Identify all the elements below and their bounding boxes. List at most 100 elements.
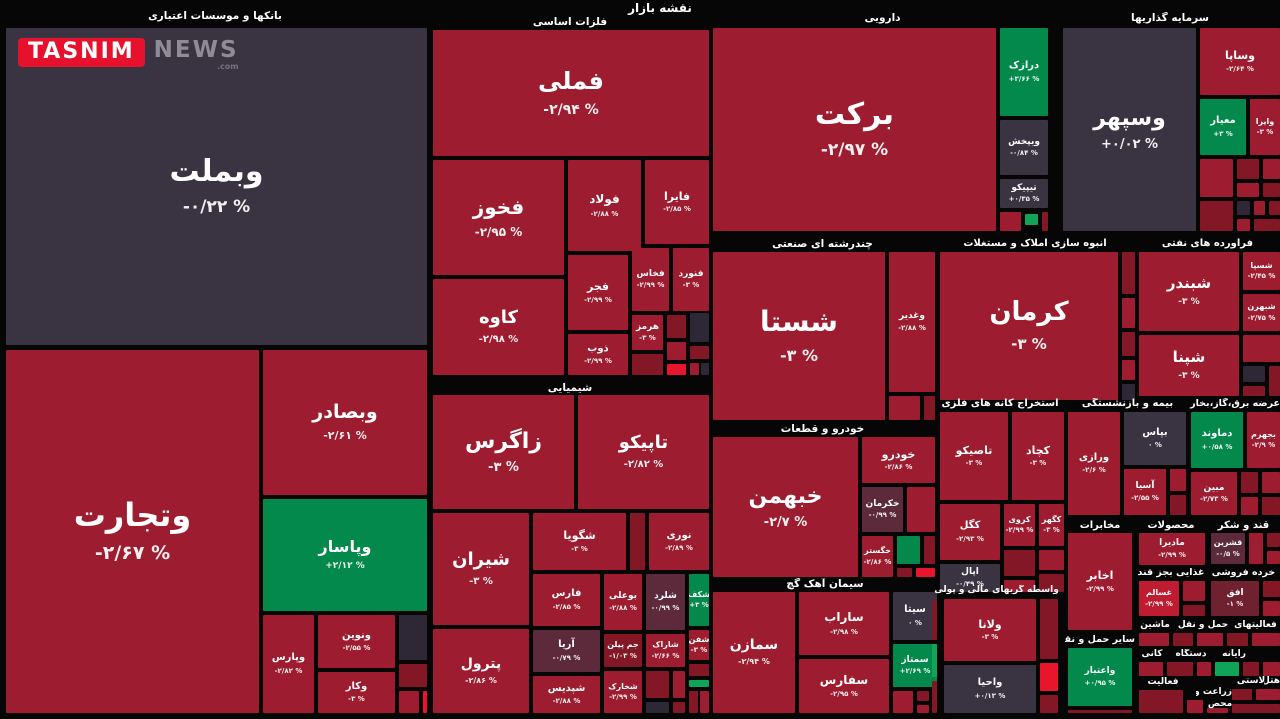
treemap-tile-unlabeled[interactable] (673, 671, 685, 698)
treemap-tile-unlabeled[interactable] (1207, 708, 1228, 713)
treemap-tile-unlabeled[interactable] (1173, 633, 1193, 646)
treemap-tile-unlabeled[interactable] (1243, 662, 1259, 676)
treemap-tile[interactable]: ورازی -۲/۶ % (1068, 412, 1120, 515)
treemap-tile[interactable]: واحیا +۰/۱۳ % (944, 665, 1036, 713)
treemap-tile-unlabeled[interactable] (1241, 497, 1258, 515)
treemap-tile[interactable]: آریا -۰/۷۹ % (533, 630, 600, 672)
treemap-tile-unlabeled[interactable] (1122, 298, 1135, 328)
treemap-tile-unlabeled[interactable] (399, 615, 427, 660)
treemap-tile[interactable]: اخابر -۲/۹۹ % (1068, 533, 1132, 630)
treemap-tile-unlabeled[interactable] (1197, 662, 1211, 676)
treemap-tile[interactable]: تاپیکو -۲/۸۲ % (578, 395, 709, 509)
treemap-tile-unlabeled[interactable] (1170, 495, 1186, 515)
treemap-tile[interactable]: سمازن -۲/۹۴ % (713, 592, 795, 713)
treemap-tile[interactable]: فملی -۲/۹۴ % (433, 30, 709, 156)
treemap-tile[interactable]: بپاس ۰ % (1124, 412, 1186, 465)
treemap-tile[interactable]: فایرا -۲/۸۵ % (645, 160, 709, 244)
treemap-tile[interactable]: شگویا -۳ % (533, 513, 626, 570)
treemap-tile[interactable]: مبین -۲/۷۳ % (1191, 472, 1237, 515)
treemap-tile-unlabeled[interactable] (399, 664, 427, 687)
treemap-tile-unlabeled[interactable] (1170, 469, 1186, 491)
treemap-tile-unlabeled[interactable] (1263, 601, 1280, 616)
treemap-tile[interactable]: سفارس -۲/۹۵ % (799, 659, 889, 713)
treemap-tile-unlabeled[interactable] (1237, 219, 1250, 231)
treemap-tile-unlabeled[interactable] (1254, 201, 1265, 215)
treemap-tile-unlabeled[interactable] (1139, 662, 1163, 676)
treemap-tile-unlabeled[interactable] (1237, 183, 1259, 197)
treemap-tile-unlabeled[interactable] (1187, 700, 1203, 713)
treemap-tile[interactable]: شسپا -۲/۴۵ % (1243, 252, 1280, 290)
treemap-tile[interactable]: وتجارت -۲/۶۷ % (6, 350, 259, 713)
treemap-tile-unlabeled[interactable] (932, 644, 937, 677)
treemap-tile-unlabeled[interactable] (700, 691, 709, 713)
treemap-tile[interactable]: وساپا -۲/۶۴ % (1200, 28, 1280, 95)
treemap-tile-unlabeled[interactable] (1227, 633, 1248, 646)
treemap-tile-unlabeled[interactable] (630, 513, 645, 570)
treemap-tile-unlabeled[interactable] (667, 342, 686, 360)
treemap-tile-unlabeled[interactable] (1263, 183, 1280, 197)
treemap-tile[interactable]: افق -۱ % (1211, 581, 1259, 616)
treemap-tile[interactable]: تیپیکو +۰/۳۵ % (1000, 179, 1048, 208)
treemap-tile-unlabeled[interactable] (1039, 574, 1064, 592)
treemap-tile-unlabeled[interactable] (1040, 599, 1058, 659)
treemap-tile-unlabeled[interactable] (1243, 335, 1280, 362)
treemap-tile-unlabeled[interactable] (1249, 533, 1263, 564)
treemap-tile-unlabeled[interactable] (889, 396, 920, 420)
treemap-tile-unlabeled[interactable] (893, 691, 913, 713)
treemap-tile[interactable]: بجهرم -۲/۹ % (1247, 412, 1280, 468)
treemap-tile-unlabeled[interactable] (1039, 550, 1064, 570)
treemap-tile[interactable]: شپدیس -۲/۸۸ % (533, 676, 600, 713)
treemap-tile-unlabeled[interactable] (1200, 159, 1233, 197)
treemap-tile-unlabeled[interactable] (689, 691, 698, 713)
treemap-tile-unlabeled[interactable] (632, 354, 663, 375)
treemap-tile-unlabeled[interactable] (646, 671, 669, 698)
treemap-tile-unlabeled[interactable] (1269, 201, 1280, 215)
treemap-tile[interactable]: شپنا -۳ % (1139, 335, 1239, 396)
treemap-tile[interactable]: وکار -۳ % (318, 672, 395, 713)
treemap-tile-unlabeled[interactable] (1000, 212, 1021, 231)
treemap-tile[interactable]: جم پیلن -۱/۰۳ % (604, 634, 642, 667)
treemap-tile-unlabeled[interactable] (423, 691, 427, 713)
treemap-tile[interactable]: پترول -۲/۸۶ % (433, 629, 529, 713)
treemap-tile-unlabeled[interactable] (1263, 662, 1280, 676)
treemap-tile[interactable]: وپاسار +۲/۱۲ % (263, 499, 427, 611)
treemap-tile[interactable]: نوری -۲/۸۹ % (649, 513, 709, 570)
treemap-tile-unlabeled[interactable] (1139, 690, 1183, 713)
treemap-tile-unlabeled[interactable] (1232, 689, 1252, 700)
treemap-tile[interactable]: وایرا -۳ % (1250, 99, 1280, 155)
treemap-tile[interactable]: شکف +۳ % (689, 574, 709, 626)
treemap-tile[interactable]: ساراب -۲/۹۸ % (799, 592, 889, 655)
treemap-tile[interactable]: وپارس -۲/۸۲ % (263, 615, 314, 713)
treemap-tile-unlabeled[interactable] (916, 568, 935, 577)
treemap-tile-unlabeled[interactable] (1267, 533, 1280, 547)
treemap-tile-unlabeled[interactable] (673, 702, 685, 713)
treemap-tile-unlabeled[interactable] (1122, 332, 1135, 356)
treemap-tile[interactable]: شخارک -۲/۹۹ % (604, 671, 642, 713)
treemap-tile[interactable]: برکت -۲/۹۷ % (713, 28, 996, 231)
treemap-tile-unlabeled[interactable] (1269, 366, 1280, 396)
treemap-tile[interactable]: شبندر -۳ % (1139, 252, 1239, 331)
treemap-tile-unlabeled[interactable] (1243, 386, 1265, 396)
treemap-tile-unlabeled[interactable] (1263, 581, 1280, 597)
treemap-tile-unlabeled[interactable] (1262, 472, 1280, 493)
treemap-tile-unlabeled[interactable] (917, 691, 929, 701)
treemap-tile[interactable]: کرمان -۳ % (940, 252, 1118, 400)
treemap-tile-unlabeled[interactable] (1183, 581, 1205, 601)
treemap-tile-unlabeled[interactable] (701, 363, 709, 375)
treemap-tile[interactable]: واعتبار +۰/۹۵ % (1068, 648, 1132, 706)
treemap-tile[interactable]: ونوین -۲/۵۵ % (318, 615, 395, 668)
treemap-tile-unlabeled[interactable] (1040, 695, 1058, 713)
treemap-tile[interactable]: دماوند +۰/۵۸ % (1191, 412, 1243, 468)
treemap-tile[interactable]: غسالم -۲/۹۹ % (1139, 581, 1179, 616)
treemap-tile-unlabeled[interactable] (1243, 366, 1265, 382)
treemap-tile[interactable]: درازک +۳/۶۶ % (1000, 28, 1048, 116)
treemap-tile-unlabeled[interactable] (667, 364, 686, 375)
treemap-tile-unlabeled[interactable] (1122, 384, 1135, 400)
treemap-tile-unlabeled[interactable] (932, 681, 937, 713)
treemap-tile[interactable]: وبملت -۰/۲۲ % (6, 28, 427, 345)
treemap-tile[interactable]: معیار +۳ % (1200, 99, 1246, 155)
treemap-tile[interactable]: زاگرس -۳ % (433, 395, 574, 509)
treemap-tile[interactable]: قشرین -۰/۵ % (1211, 533, 1245, 564)
treemap-tile[interactable]: فارس -۲/۸۵ % (533, 574, 600, 626)
treemap-tile[interactable]: شستا -۳ % (713, 252, 885, 420)
